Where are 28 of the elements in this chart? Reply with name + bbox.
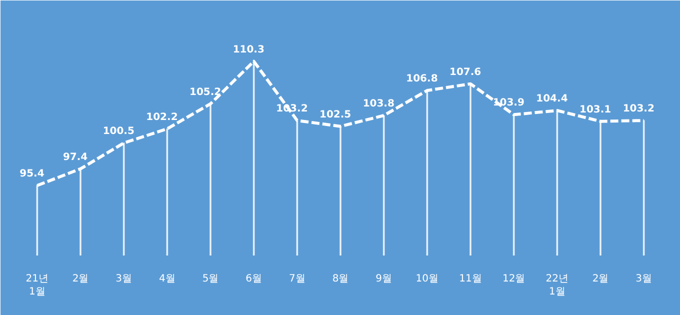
x-tick-label: 5월 xyxy=(202,274,219,284)
data-label: 106.8 xyxy=(406,74,438,84)
data-label: 104.4 xyxy=(536,94,568,104)
x-tick-label: 2월 xyxy=(72,274,89,284)
data-label: 103.1 xyxy=(579,104,612,116)
x-tick-label: 3월 xyxy=(116,274,132,284)
data-label: 100.5 xyxy=(102,126,134,137)
x-tick-label: 8월 xyxy=(332,274,349,284)
x-tick-label: 12월 xyxy=(502,274,526,284)
data-label: 95.4 xyxy=(20,168,44,180)
x-tick-label: 6월 xyxy=(246,274,262,284)
x-tick-label: 4월 xyxy=(158,274,176,284)
data-label: 107.6 xyxy=(449,66,482,78)
data-label: 97.4 xyxy=(62,152,88,163)
data-label: 103.8 xyxy=(362,98,394,110)
data-label: 103.2 xyxy=(622,104,654,114)
data-label: 110.3 xyxy=(232,44,264,56)
x-tick-label: 2월 xyxy=(592,274,609,284)
x-tick-label: 11월 xyxy=(459,274,482,284)
x-tick-label: 21년 1월 xyxy=(26,274,49,298)
data-label: 102.2 xyxy=(146,112,178,123)
data-label: 102.5 xyxy=(319,109,352,120)
data-label: 105.2 xyxy=(189,86,222,98)
x-tick-label: 10월 xyxy=(416,274,439,284)
x-tick-label: 7월 xyxy=(288,274,306,284)
x-tick-label: 3월 xyxy=(636,274,652,284)
x-tick-label: 22년 1월 xyxy=(546,274,569,298)
x-tick-label: 9월 xyxy=(376,274,392,284)
